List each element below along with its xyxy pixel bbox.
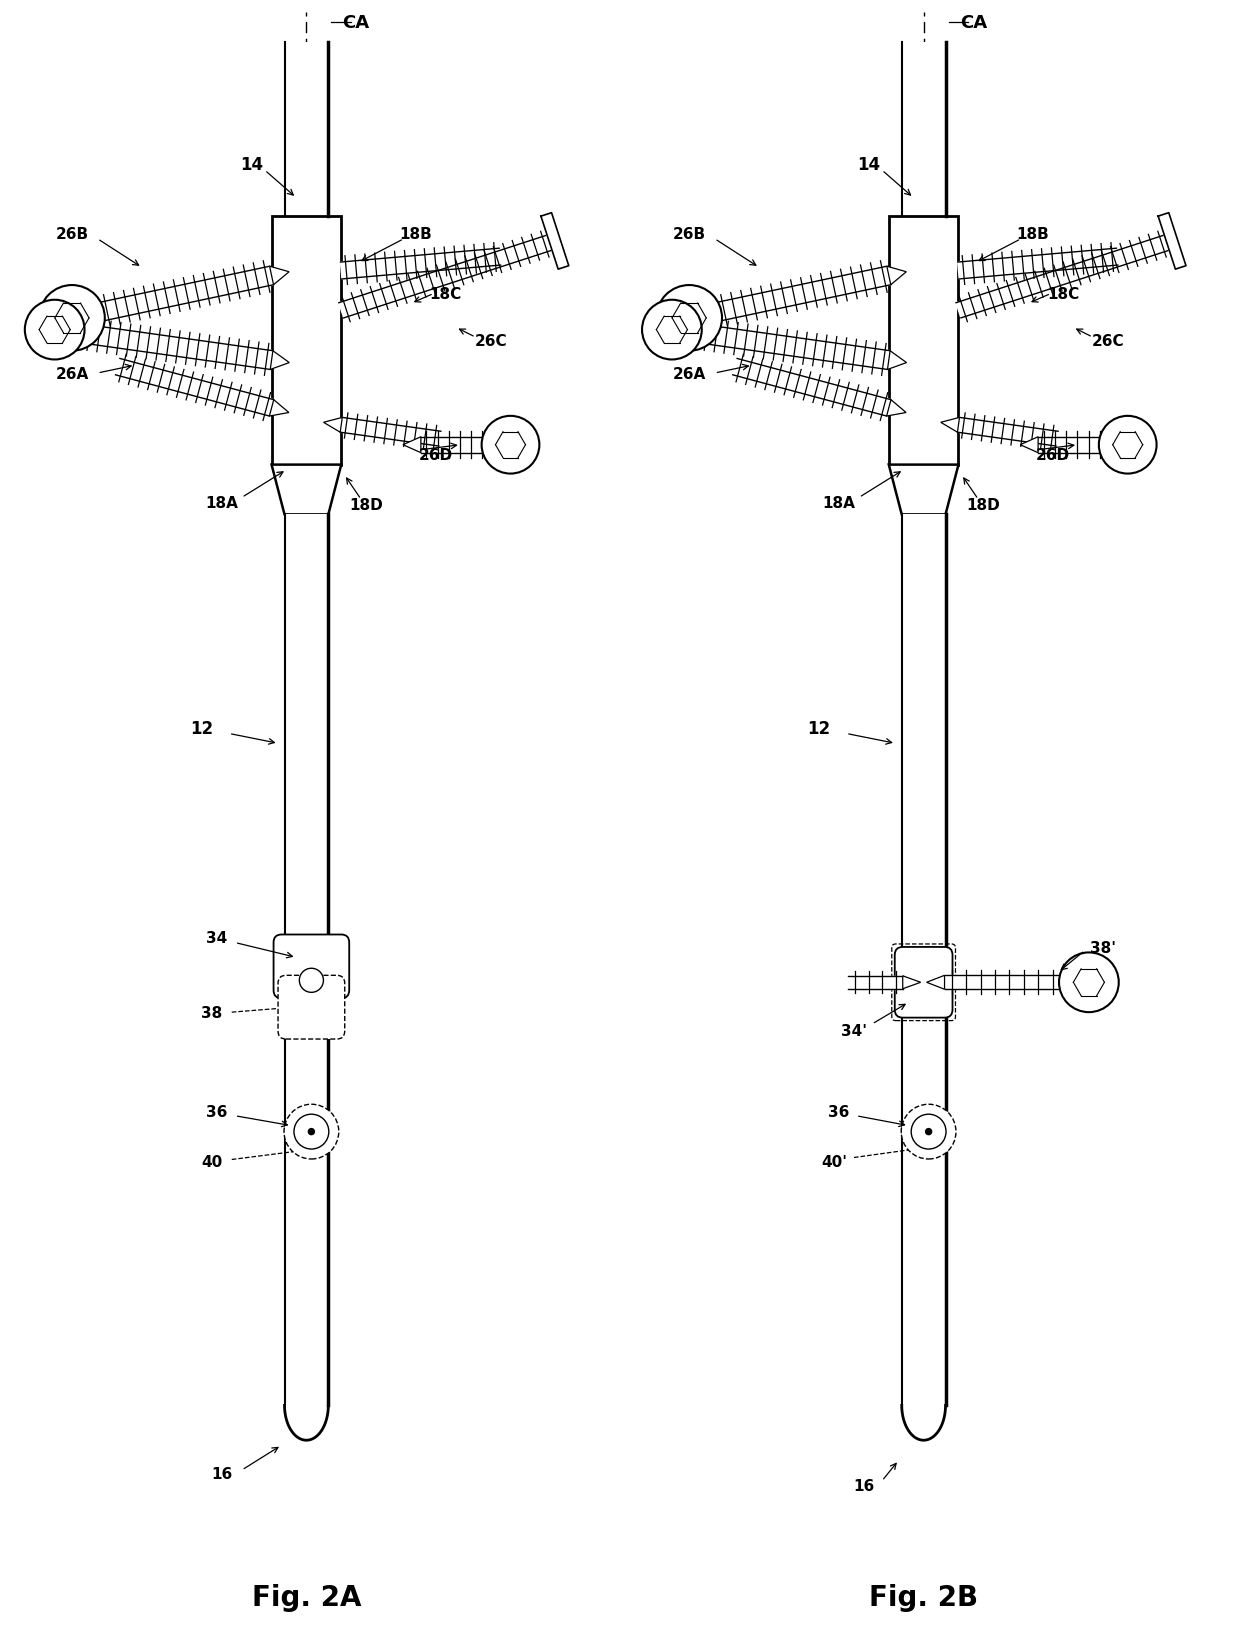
Text: 26B: 26B xyxy=(56,227,89,242)
Polygon shape xyxy=(269,267,289,285)
Bar xyxy=(284,43,329,216)
Circle shape xyxy=(911,1114,946,1149)
Text: 38: 38 xyxy=(201,1005,222,1020)
Text: 26D: 26D xyxy=(1035,448,1070,463)
Polygon shape xyxy=(901,1406,946,1440)
Polygon shape xyxy=(887,267,906,285)
Polygon shape xyxy=(945,976,1089,990)
Text: CA: CA xyxy=(960,13,987,31)
FancyBboxPatch shape xyxy=(895,948,952,1018)
Polygon shape xyxy=(957,249,1118,280)
Polygon shape xyxy=(284,1406,329,1440)
Text: 14: 14 xyxy=(241,157,263,173)
Polygon shape xyxy=(53,321,273,371)
Text: 18A: 18A xyxy=(206,496,238,511)
Polygon shape xyxy=(541,214,569,270)
Text: 40: 40 xyxy=(201,1154,222,1170)
Text: 26D: 26D xyxy=(419,448,453,463)
Polygon shape xyxy=(272,465,341,516)
Polygon shape xyxy=(941,419,960,433)
Text: 26C: 26C xyxy=(474,333,507,348)
Text: 34': 34' xyxy=(841,1023,867,1038)
Circle shape xyxy=(656,285,722,351)
Polygon shape xyxy=(1021,437,1038,453)
FancyBboxPatch shape xyxy=(278,976,345,1040)
Polygon shape xyxy=(889,465,959,516)
Polygon shape xyxy=(69,267,274,328)
Text: 26A: 26A xyxy=(673,366,707,381)
Circle shape xyxy=(299,969,324,992)
Polygon shape xyxy=(324,419,342,433)
Text: 26B: 26B xyxy=(673,227,707,242)
Text: 18D: 18D xyxy=(966,498,1001,513)
Bar xyxy=(901,516,946,1406)
Polygon shape xyxy=(671,321,890,371)
Circle shape xyxy=(1059,953,1118,1012)
Text: Fig. 2B: Fig. 2B xyxy=(869,1582,978,1610)
Polygon shape xyxy=(957,419,1058,447)
Polygon shape xyxy=(733,359,892,417)
Text: 18A: 18A xyxy=(822,496,856,511)
Polygon shape xyxy=(1158,214,1185,270)
Text: 18B: 18B xyxy=(1017,227,1049,242)
Bar xyxy=(272,216,341,465)
Text: 16: 16 xyxy=(211,1465,232,1480)
Polygon shape xyxy=(926,976,945,990)
Polygon shape xyxy=(420,437,511,453)
Polygon shape xyxy=(887,400,906,417)
Polygon shape xyxy=(269,400,289,417)
Ellipse shape xyxy=(901,1104,956,1159)
Ellipse shape xyxy=(284,1104,339,1159)
Text: 12: 12 xyxy=(190,720,213,738)
Polygon shape xyxy=(888,351,906,371)
Bar xyxy=(901,43,946,216)
Circle shape xyxy=(481,417,539,475)
Text: 14: 14 xyxy=(857,157,880,173)
Polygon shape xyxy=(848,976,903,989)
Circle shape xyxy=(642,300,702,361)
Text: Fig. 2A: Fig. 2A xyxy=(252,1582,361,1610)
Text: 18D: 18D xyxy=(350,498,383,513)
Circle shape xyxy=(1099,417,1157,475)
Polygon shape xyxy=(903,976,920,989)
Text: 36: 36 xyxy=(828,1104,849,1119)
Polygon shape xyxy=(115,359,274,417)
Text: 18C: 18C xyxy=(1047,287,1079,302)
Bar xyxy=(889,216,959,465)
Polygon shape xyxy=(403,437,420,453)
Circle shape xyxy=(925,1129,932,1135)
Polygon shape xyxy=(270,351,289,371)
Text: 16: 16 xyxy=(853,1478,874,1493)
Text: 34: 34 xyxy=(206,931,227,946)
Text: 26A: 26A xyxy=(56,366,89,381)
Text: 12: 12 xyxy=(807,720,831,738)
Text: 18B: 18B xyxy=(399,227,433,242)
Polygon shape xyxy=(339,236,552,318)
Bar xyxy=(284,516,329,1406)
Text: 38': 38' xyxy=(1090,941,1116,956)
Circle shape xyxy=(308,1129,315,1135)
Polygon shape xyxy=(1038,437,1127,453)
Text: 40': 40' xyxy=(821,1154,847,1170)
Circle shape xyxy=(25,300,84,361)
Text: 26C: 26C xyxy=(1091,333,1125,348)
Circle shape xyxy=(40,285,105,351)
Polygon shape xyxy=(687,267,890,328)
Text: 18C: 18C xyxy=(429,287,463,302)
Text: CA: CA xyxy=(342,13,370,31)
Polygon shape xyxy=(956,236,1169,318)
Text: 36: 36 xyxy=(206,1104,227,1119)
Circle shape xyxy=(294,1114,329,1149)
Polygon shape xyxy=(340,419,441,447)
Polygon shape xyxy=(341,249,501,280)
FancyBboxPatch shape xyxy=(274,934,350,999)
